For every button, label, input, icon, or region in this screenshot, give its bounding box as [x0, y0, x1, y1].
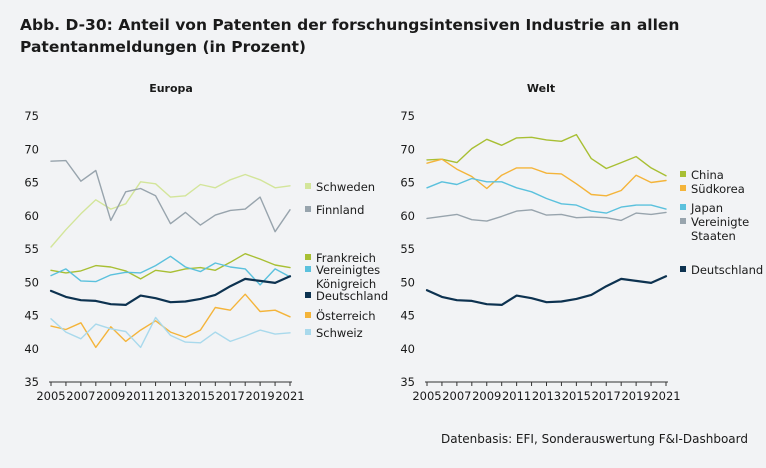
legend-swatch [305, 312, 311, 318]
legend-label: Finnland [316, 203, 364, 217]
y-tick-label: 55 [400, 242, 415, 256]
legend-swatch [305, 266, 311, 272]
legend-label: Deutschland [691, 263, 763, 277]
legend-label: Schweiz [316, 326, 363, 340]
legend-label: Japan [690, 201, 723, 215]
y-tick-label: 70 [24, 142, 39, 156]
y-tick-label: 45 [400, 309, 415, 323]
x-tick-label: 2009 [96, 389, 125, 403]
x-tick-label: 2021 [651, 389, 680, 403]
x-tick-label: 2017 [216, 389, 245, 403]
y-tick-label: 50 [400, 275, 415, 289]
legend-swatch [305, 183, 311, 189]
legend-swatch [680, 266, 686, 272]
x-tick-label: 2013 [156, 389, 185, 403]
y-tick-label: 40 [24, 342, 39, 356]
panel-title: Welt [527, 82, 555, 95]
data-source-note: Datenbasis: EFI, Sonderauswertung F&I-Da… [440, 432, 748, 446]
x-tick-label: 2015 [562, 389, 591, 403]
x-tick-label: 2007 [442, 389, 471, 403]
x-tick-label: 2019 [621, 389, 650, 403]
y-tick-label: 65 [400, 176, 415, 190]
legend-label: Südkorea [691, 182, 745, 196]
series-line-china [426, 133, 667, 177]
x-tick-label: 2021 [275, 389, 304, 403]
legend-swatch [680, 171, 686, 177]
series-line-finnland [50, 159, 291, 233]
x-tick-label: 2007 [66, 389, 95, 403]
panel-title: Europa [149, 82, 193, 95]
x-tick-label: 2005 [412, 389, 441, 403]
legend-swatch [305, 206, 311, 212]
legend-swatch [305, 292, 311, 298]
x-tick-label: 2019 [245, 389, 274, 403]
y-tick-label: 75 [400, 109, 415, 123]
legend-label: Frankreich [316, 251, 376, 265]
y-tick-label: 75 [24, 109, 39, 123]
panel-europa: Europa 35 40 45 50 55 60 65 70 75 2005 2007 2009 2011… [24, 82, 388, 403]
y-tick-label: 45 [24, 309, 39, 323]
y-tick-label: 55 [24, 242, 39, 256]
legend-swatch [680, 218, 686, 224]
legend-label: China [691, 168, 724, 182]
legend-label: Vereinigtes Königreich [316, 263, 380, 291]
legend-swatch [680, 204, 686, 210]
series-line-österreich [50, 293, 291, 349]
x-tick-label: 2009 [472, 389, 501, 403]
series-line-schweden [50, 173, 291, 248]
x-tick-label: 2005 [36, 389, 65, 403]
x-tick-label: 2011 [126, 389, 155, 403]
legend-swatch [305, 254, 311, 260]
x-tick-label: 2015 [186, 389, 215, 403]
legend-swatch [305, 329, 311, 335]
series-line-frankreich [50, 253, 291, 280]
legend-swatch [680, 185, 686, 191]
y-tick-label: 65 [24, 176, 39, 190]
y-tick-label: 60 [24, 209, 39, 223]
x-tick-label: 2011 [502, 389, 531, 403]
legend-label: Schweden [316, 180, 375, 194]
legend-label: Vereinigte Staaten [691, 215, 749, 243]
series-line-schweiz [50, 316, 291, 349]
y-tick-label: 60 [400, 209, 415, 223]
y-tick-label: 35 [400, 375, 415, 389]
x-tick-label: 2013 [532, 389, 561, 403]
x-tick-label: 2017 [592, 389, 621, 403]
legend-label: Deutschland [316, 289, 388, 303]
legend-label: Österreich [316, 307, 376, 323]
y-tick-label: 40 [400, 342, 415, 356]
y-tick-label: 70 [400, 142, 415, 156]
y-tick-label: 50 [24, 275, 39, 289]
series-line-vereinigtes-königreich [50, 255, 291, 286]
series-line-japan [426, 177, 667, 214]
chart-title: Abb. D-30: Anteil von Patenten der forsc… [20, 16, 680, 56]
y-tick-label: 35 [24, 375, 39, 389]
series-line-deutschland [49, 275, 292, 306]
series-line-deutschland [425, 275, 668, 306]
series-line-südkorea [426, 158, 667, 197]
series-line-vereinigte-staaten [426, 209, 667, 222]
